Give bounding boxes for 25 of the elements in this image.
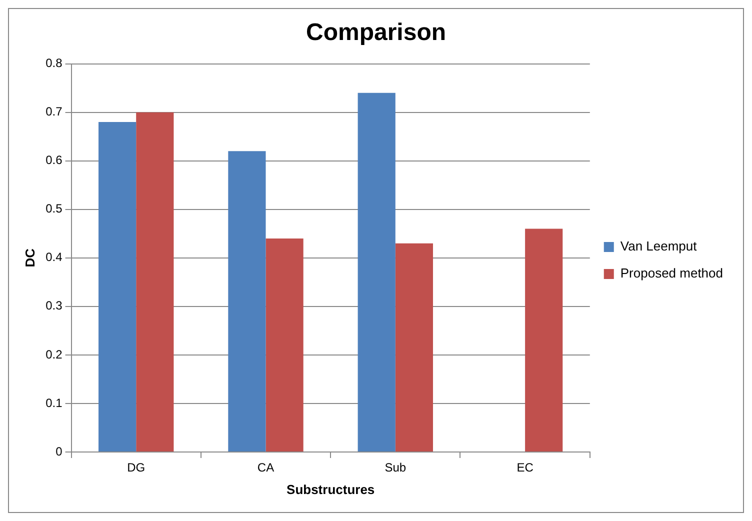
y-tick-label: 0 bbox=[56, 444, 63, 458]
x-tick-label: CA bbox=[257, 460, 274, 475]
y-axis-title: DC bbox=[22, 248, 38, 268]
bar bbox=[266, 238, 304, 452]
chart-title: Comparison bbox=[306, 19, 446, 46]
bar bbox=[358, 92, 396, 452]
bar bbox=[228, 151, 266, 452]
x-axis-title: Substructures bbox=[286, 482, 375, 497]
legend-label: Proposed method bbox=[620, 266, 723, 281]
y-tick-label: 0.8 bbox=[46, 56, 63, 70]
bar bbox=[525, 228, 563, 452]
y-tick-label: 0.1 bbox=[46, 396, 63, 410]
y-tick-label: 0.3 bbox=[46, 298, 63, 313]
bar bbox=[395, 243, 433, 452]
bar bbox=[98, 122, 136, 452]
bar bbox=[136, 112, 174, 452]
y-tick-label: 0.2 bbox=[46, 347, 63, 362]
y-tick-label: 0.5 bbox=[46, 202, 63, 216]
x-tick-label: Sub bbox=[384, 460, 406, 475]
legend-label: Van Leemput bbox=[620, 238, 698, 254]
y-tick-label: 0.7 bbox=[46, 104, 63, 119]
y-tick-label: 0.6 bbox=[46, 153, 63, 168]
y-tick-label: 0.4 bbox=[46, 250, 63, 264]
x-tick-label: EC bbox=[516, 460, 534, 475]
x-tick-label: DG bbox=[127, 460, 146, 475]
